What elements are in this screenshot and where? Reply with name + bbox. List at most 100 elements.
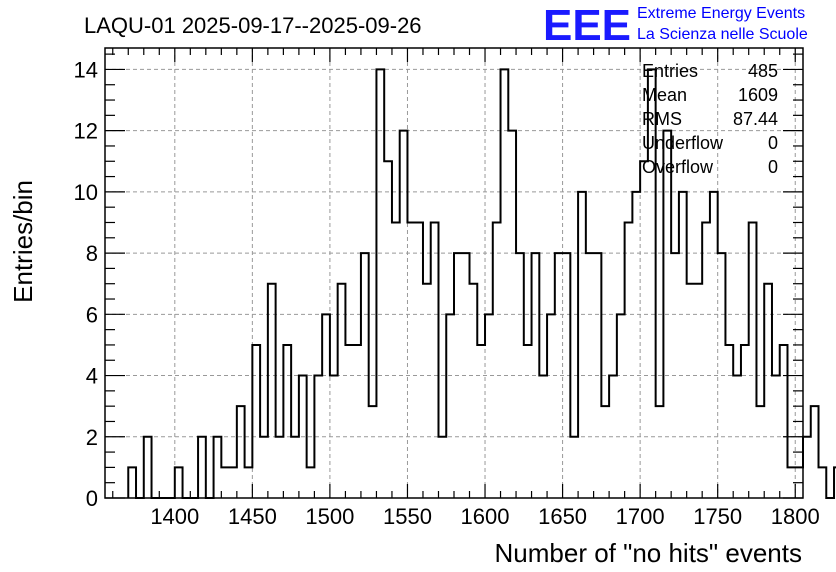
histogram-bin: [501, 69, 509, 498]
histogram-bin: [780, 345, 788, 498]
chart-title: LAQU-01 2025-09-17--2025-09-26: [84, 13, 422, 38]
stats-value: 1609: [738, 85, 778, 105]
histogram-bin: [221, 467, 229, 498]
x-axis-ticks: 1400 1450 1500 1550 1600 1650 1700 1750 1800: [112, 48, 820, 529]
histogram-bin: [369, 406, 377, 498]
stats-value: 0: [768, 157, 778, 177]
histogram-bin: [485, 314, 493, 498]
histogram-bin: [407, 222, 415, 498]
stats-label: Entries: [642, 61, 698, 81]
histogram-bin: [229, 467, 237, 498]
histogram-bin: [353, 345, 361, 498]
histogram-bin: [741, 345, 749, 498]
histogram-bin: [516, 253, 524, 498]
histogram-bin: [245, 467, 253, 498]
histogram-bin: [470, 284, 478, 498]
histogram-bin: [198, 437, 206, 498]
histogram-bin: [128, 467, 136, 498]
stats-box: Entries 485 Mean 1609 RMS 87.44 Underflow 0 Over…: [642, 61, 778, 177]
logo-line-2: La Scienza nelle Scuole: [637, 26, 808, 43]
histogram-bin: [687, 284, 695, 498]
eee-logo: EEE Extreme Energy Events La Scienza nel…: [543, 1, 808, 50]
stats-value: 485: [748, 61, 778, 81]
histogram-bin: [237, 406, 245, 498]
x-tick-label-6: 1700: [616, 504, 665, 529]
histogram-bin: [431, 222, 439, 498]
y-tick-label-1: 2: [86, 425, 98, 450]
histogram-bin: [656, 406, 664, 498]
histogram-bin: [508, 131, 516, 498]
y-tick-label-6: 12: [74, 119, 98, 144]
y-tick-label-7: 14: [74, 57, 98, 82]
histogram-bin: [438, 437, 446, 498]
y-tick-label-4: 8: [86, 241, 98, 266]
histogram-bin: [710, 192, 718, 498]
histogram-bin: [640, 161, 648, 498]
logo-line-1: Extreme Energy Events: [637, 5, 805, 22]
histogram-bin: [322, 314, 330, 498]
histogram-bin: [260, 437, 268, 498]
histogram-bin: [819, 467, 827, 498]
x-tick-label-8: 1800: [771, 504, 820, 529]
histogram-bin: [462, 253, 470, 498]
histogram-bin: [725, 345, 733, 498]
histogram-bin: [314, 376, 322, 498]
x-tick-label-5: 1650: [538, 504, 587, 529]
histogram-bin: [299, 376, 307, 498]
histogram-bin: [276, 437, 284, 498]
x-axis-label: Number of "no hits" events: [495, 538, 803, 568]
histogram-bin: [609, 376, 617, 498]
stats-label: Overflow: [642, 157, 714, 177]
y-tick-label-3: 6: [86, 302, 98, 327]
histogram-bin: [663, 131, 671, 498]
x-tick-label-4: 1600: [461, 504, 510, 529]
x-tick-label-2: 1500: [305, 504, 354, 529]
histogram-series: [127, 68, 836, 499]
histogram-bin: [733, 376, 741, 498]
stats-value: 0: [768, 133, 778, 153]
x-tick-label-7: 1750: [693, 504, 742, 529]
histogram-bin: [594, 253, 602, 498]
stats-label: Mean: [642, 85, 687, 105]
histogram-bin: [578, 192, 586, 498]
histogram-bin: [252, 345, 260, 498]
histogram-bin: [477, 345, 485, 498]
histogram-bin: [454, 253, 462, 498]
histogram-bin: [803, 437, 811, 498]
histogram-bin: [702, 222, 710, 498]
histogram-bin: [764, 284, 772, 498]
histogram-bin: [392, 222, 400, 498]
histogram-bin: [361, 253, 369, 498]
histogram-bin: [555, 253, 563, 498]
y-axis-ticks: 0 2 4 6 8 10 12 14: [74, 53, 803, 511]
x-tick-label-3: 1550: [383, 504, 432, 529]
histogram-bin: [268, 284, 276, 498]
y-tick-label-0: 0: [86, 486, 98, 511]
logo-mark: EEE: [543, 1, 631, 50]
histogram-bin: [547, 314, 555, 498]
histogram-bin: [415, 222, 423, 498]
y-tick-label-5: 10: [74, 180, 98, 205]
histogram-bin: [330, 376, 338, 498]
histogram-bin: [570, 437, 578, 498]
histogram-bin: [539, 376, 547, 498]
histogram-bin: [671, 253, 679, 498]
histogram-bin: [175, 467, 183, 498]
histogram-bin: [625, 222, 633, 498]
histogram-bin: [617, 314, 625, 498]
histogram-bin: [532, 253, 540, 498]
histogram-bin: [749, 222, 757, 498]
histogram-bin: [679, 192, 687, 498]
histogram-outline: [127, 68, 836, 499]
y-tick-label-2: 4: [86, 364, 98, 389]
histogram-bin: [756, 406, 764, 498]
stats-label: RMS: [642, 109, 682, 129]
histogram-bin: [718, 253, 726, 498]
histogram-bin: [214, 437, 222, 498]
histogram-bin: [563, 253, 571, 498]
stats-value: 87.44: [733, 109, 778, 129]
x-tick-label-1: 1450: [228, 504, 277, 529]
histogram-bin: [291, 437, 299, 498]
